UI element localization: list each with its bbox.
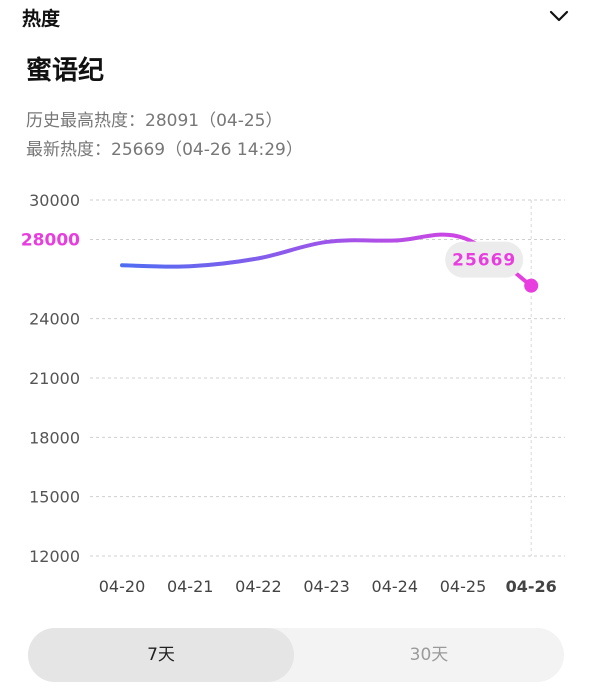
x-tick-label: 04-22 (235, 577, 282, 596)
heat-series-line (120, 232, 534, 288)
x-tick-label: 04-24 (372, 577, 419, 596)
latest-point-marker (524, 278, 539, 293)
chevron-down-icon[interactable] (548, 8, 570, 24)
latest-heat-stat: 最新热度：25669（04-26 14:29） (26, 140, 303, 160)
heat-section-header[interactable]: 热度 (22, 4, 570, 32)
x-tick-label: 04-25 (440, 577, 487, 596)
tab-30-days[interactable]: 30天 (409, 645, 449, 665)
x-tick-label: 04-20 (99, 577, 146, 596)
y-tick-label: 28000 (21, 231, 80, 251)
period-tabs: 7天 30天 (28, 628, 564, 682)
y-tick-label: 21000 (29, 369, 80, 388)
x-tick-label: 04-23 (303, 577, 350, 596)
page-title: 蜜语纪 (26, 56, 105, 86)
y-tick-label: 30000 (29, 191, 80, 210)
tab-7-days[interactable]: 7天 (28, 628, 294, 682)
y-tick-label: 24000 (29, 310, 80, 329)
section-label: 热度 (22, 8, 61, 30)
latest-value-bubble (445, 241, 524, 278)
max-heat-stat: 历史最高热度：28091（04-25） (26, 111, 283, 131)
y-tick-label: 15000 (29, 488, 80, 507)
y-tick-label: 18000 (29, 428, 80, 447)
x-tick-label: 04-21 (167, 577, 214, 596)
x-tick-label: 04-26 (506, 577, 557, 596)
heat-line-chart: 30000 28000 24000 21000 18000 15000 12000 04-20… (21, 191, 565, 596)
y-tick-label: 12000 (29, 547, 80, 566)
latest-value-label: 25669 (452, 251, 516, 271)
